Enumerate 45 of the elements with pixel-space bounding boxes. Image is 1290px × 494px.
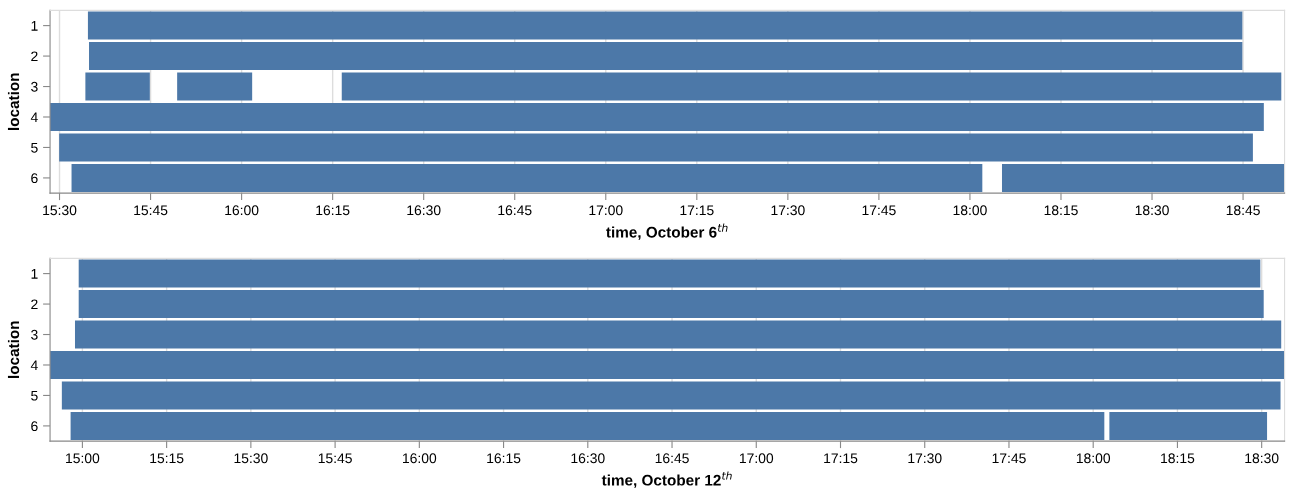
- x-tick-label: 17:00: [739, 453, 774, 464]
- x-tick-label: 17:45: [992, 453, 1026, 464]
- x-tick-label: 16:45: [498, 205, 532, 216]
- x-tick-label: 17:00: [589, 205, 623, 216]
- x-tick-label: 18:30: [1245, 453, 1279, 464]
- x-tick-label: 15:15: [150, 453, 184, 464]
- x-tick-label: 17:45: [862, 205, 896, 216]
- x-axis-title: time, October 6$^{th}$: [606, 223, 728, 240]
- x-tick-label: 16:30: [407, 205, 441, 216]
- x-tick-label: 18:15: [1044, 205, 1078, 216]
- y-axis-title: location: [7, 73, 20, 130]
- x-tick-label: 18:00: [953, 205, 987, 216]
- x-tick-label: 17:30: [771, 205, 805, 216]
- y-tick-label: 6: [31, 421, 38, 432]
- y-axis-title: location: [7, 321, 20, 378]
- x-tick-label: 15:00: [66, 453, 100, 464]
- y-tick-label: 2: [31, 51, 38, 62]
- x-axis-title: time, October 12$^{th}$: [601, 471, 732, 488]
- y-tick-label: 1: [31, 21, 38, 31]
- x-tick-label: 17:15: [680, 205, 714, 216]
- x-tick-label: 17:15: [824, 453, 858, 464]
- y-tick-label: 3: [31, 329, 38, 340]
- y-tick-label: 5: [31, 142, 38, 153]
- x-tick-label: 18:15: [1161, 453, 1195, 464]
- x-tick-label: 18:00: [1076, 453, 1111, 464]
- y-tick-label: 1: [31, 269, 38, 279]
- y-tick-label: 6: [31, 173, 38, 184]
- x-tick-label: 16:00: [403, 453, 437, 464]
- x-tick-label: 16:30: [571, 453, 605, 464]
- y-tick-label: 2: [31, 299, 38, 310]
- x-tick-label: 16:15: [316, 205, 350, 216]
- x-tick-label: 15:45: [318, 453, 352, 464]
- x-tick-label: 16:45: [655, 453, 689, 464]
- x-tick-label: 18:30: [1135, 205, 1169, 216]
- x-tick-label: 16:00: [225, 205, 259, 216]
- y-tick-label: 5: [31, 390, 38, 401]
- x-tick-label: 18:45: [1226, 205, 1260, 216]
- x-tick-label: 17:30: [908, 453, 942, 464]
- y-tick-label: 4: [30, 360, 38, 371]
- y-tick-label: 3: [31, 81, 38, 92]
- x-tick-label: 16:15: [487, 453, 521, 464]
- x-tick-label: 15:30: [234, 453, 268, 464]
- y-tick-label: 4: [30, 112, 38, 123]
- x-tick-label: 15:45: [134, 205, 168, 216]
- x-tick-label: 15:30: [43, 205, 77, 216]
